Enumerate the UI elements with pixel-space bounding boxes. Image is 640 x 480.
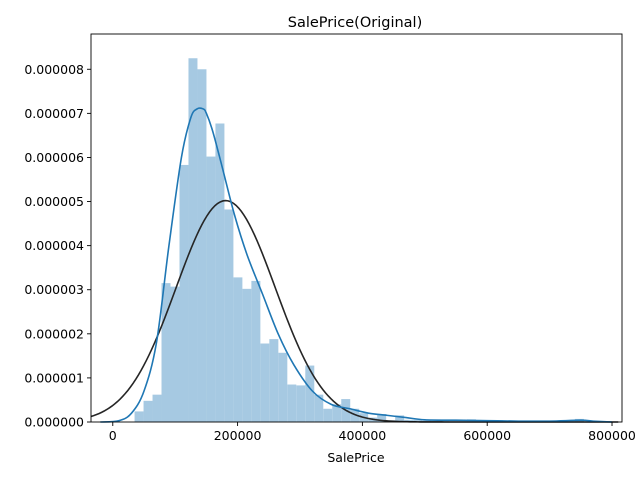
histogram-bar bbox=[269, 339, 279, 422]
y-tick-label: 0.000002 bbox=[24, 326, 84, 341]
x-axis: 0 200000 400000 600000 800000 bbox=[109, 422, 636, 443]
kde-line bbox=[100, 107, 613, 423]
histogram-bar bbox=[215, 123, 225, 422]
histogram-bar bbox=[395, 415, 405, 422]
histogram-bar bbox=[143, 400, 153, 422]
histogram-bar bbox=[188, 58, 198, 422]
histogram-bar bbox=[323, 408, 333, 422]
x-tick-label: 0 bbox=[109, 428, 117, 443]
histogram-bar bbox=[404, 419, 414, 422]
plot-area bbox=[90, 33, 623, 423]
histogram-bar bbox=[287, 384, 297, 422]
x-tick-label: 200000 bbox=[214, 428, 262, 443]
x-axis-label: SalePrice bbox=[327, 450, 385, 465]
x-tick-label: 400000 bbox=[339, 428, 387, 443]
histogram-bar bbox=[260, 343, 270, 422]
histogram-bar bbox=[296, 385, 306, 422]
y-tick-label: 0.000001 bbox=[24, 370, 84, 385]
chart-title: SalePrice(Original) bbox=[288, 15, 422, 31]
histogram-bar bbox=[413, 419, 423, 422]
y-axis: 0.000000 0.000001 0.000002 0.000003 0.000004… bbox=[24, 62, 91, 430]
histogram-bar bbox=[314, 394, 324, 422]
histogram-bar bbox=[251, 280, 261, 422]
x-tick-label: 600000 bbox=[463, 428, 511, 443]
histogram-bar bbox=[377, 414, 387, 422]
histogram-bar bbox=[350, 408, 360, 422]
histogram-bar bbox=[197, 69, 207, 422]
histogram-bar bbox=[224, 209, 234, 422]
histogram-bar bbox=[233, 277, 243, 422]
histogram-bar bbox=[170, 286, 180, 422]
x-tick-label: 800000 bbox=[588, 428, 636, 443]
y-tick-label: 0.000004 bbox=[24, 238, 84, 253]
histogram-bar bbox=[242, 288, 252, 422]
y-tick-label: 0.000007 bbox=[24, 106, 84, 121]
histogram-bar bbox=[179, 164, 189, 422]
y-tick-label: 0.000000 bbox=[24, 415, 84, 430]
histogram-bar bbox=[134, 411, 144, 422]
histogram-bar bbox=[206, 156, 216, 422]
y-tick-label: 0.000008 bbox=[24, 62, 84, 77]
histogram-bar bbox=[278, 352, 288, 422]
histogram-bar bbox=[332, 404, 342, 422]
y-tick-label: 0.000003 bbox=[24, 282, 84, 297]
histogram-bar bbox=[152, 394, 162, 422]
histogram-bar bbox=[161, 283, 171, 422]
histogram-bar bbox=[305, 365, 315, 422]
y-tick-label: 0.000005 bbox=[24, 194, 84, 209]
plot-frame bbox=[90, 33, 623, 423]
y-tick-label: 0.000006 bbox=[24, 150, 84, 165]
